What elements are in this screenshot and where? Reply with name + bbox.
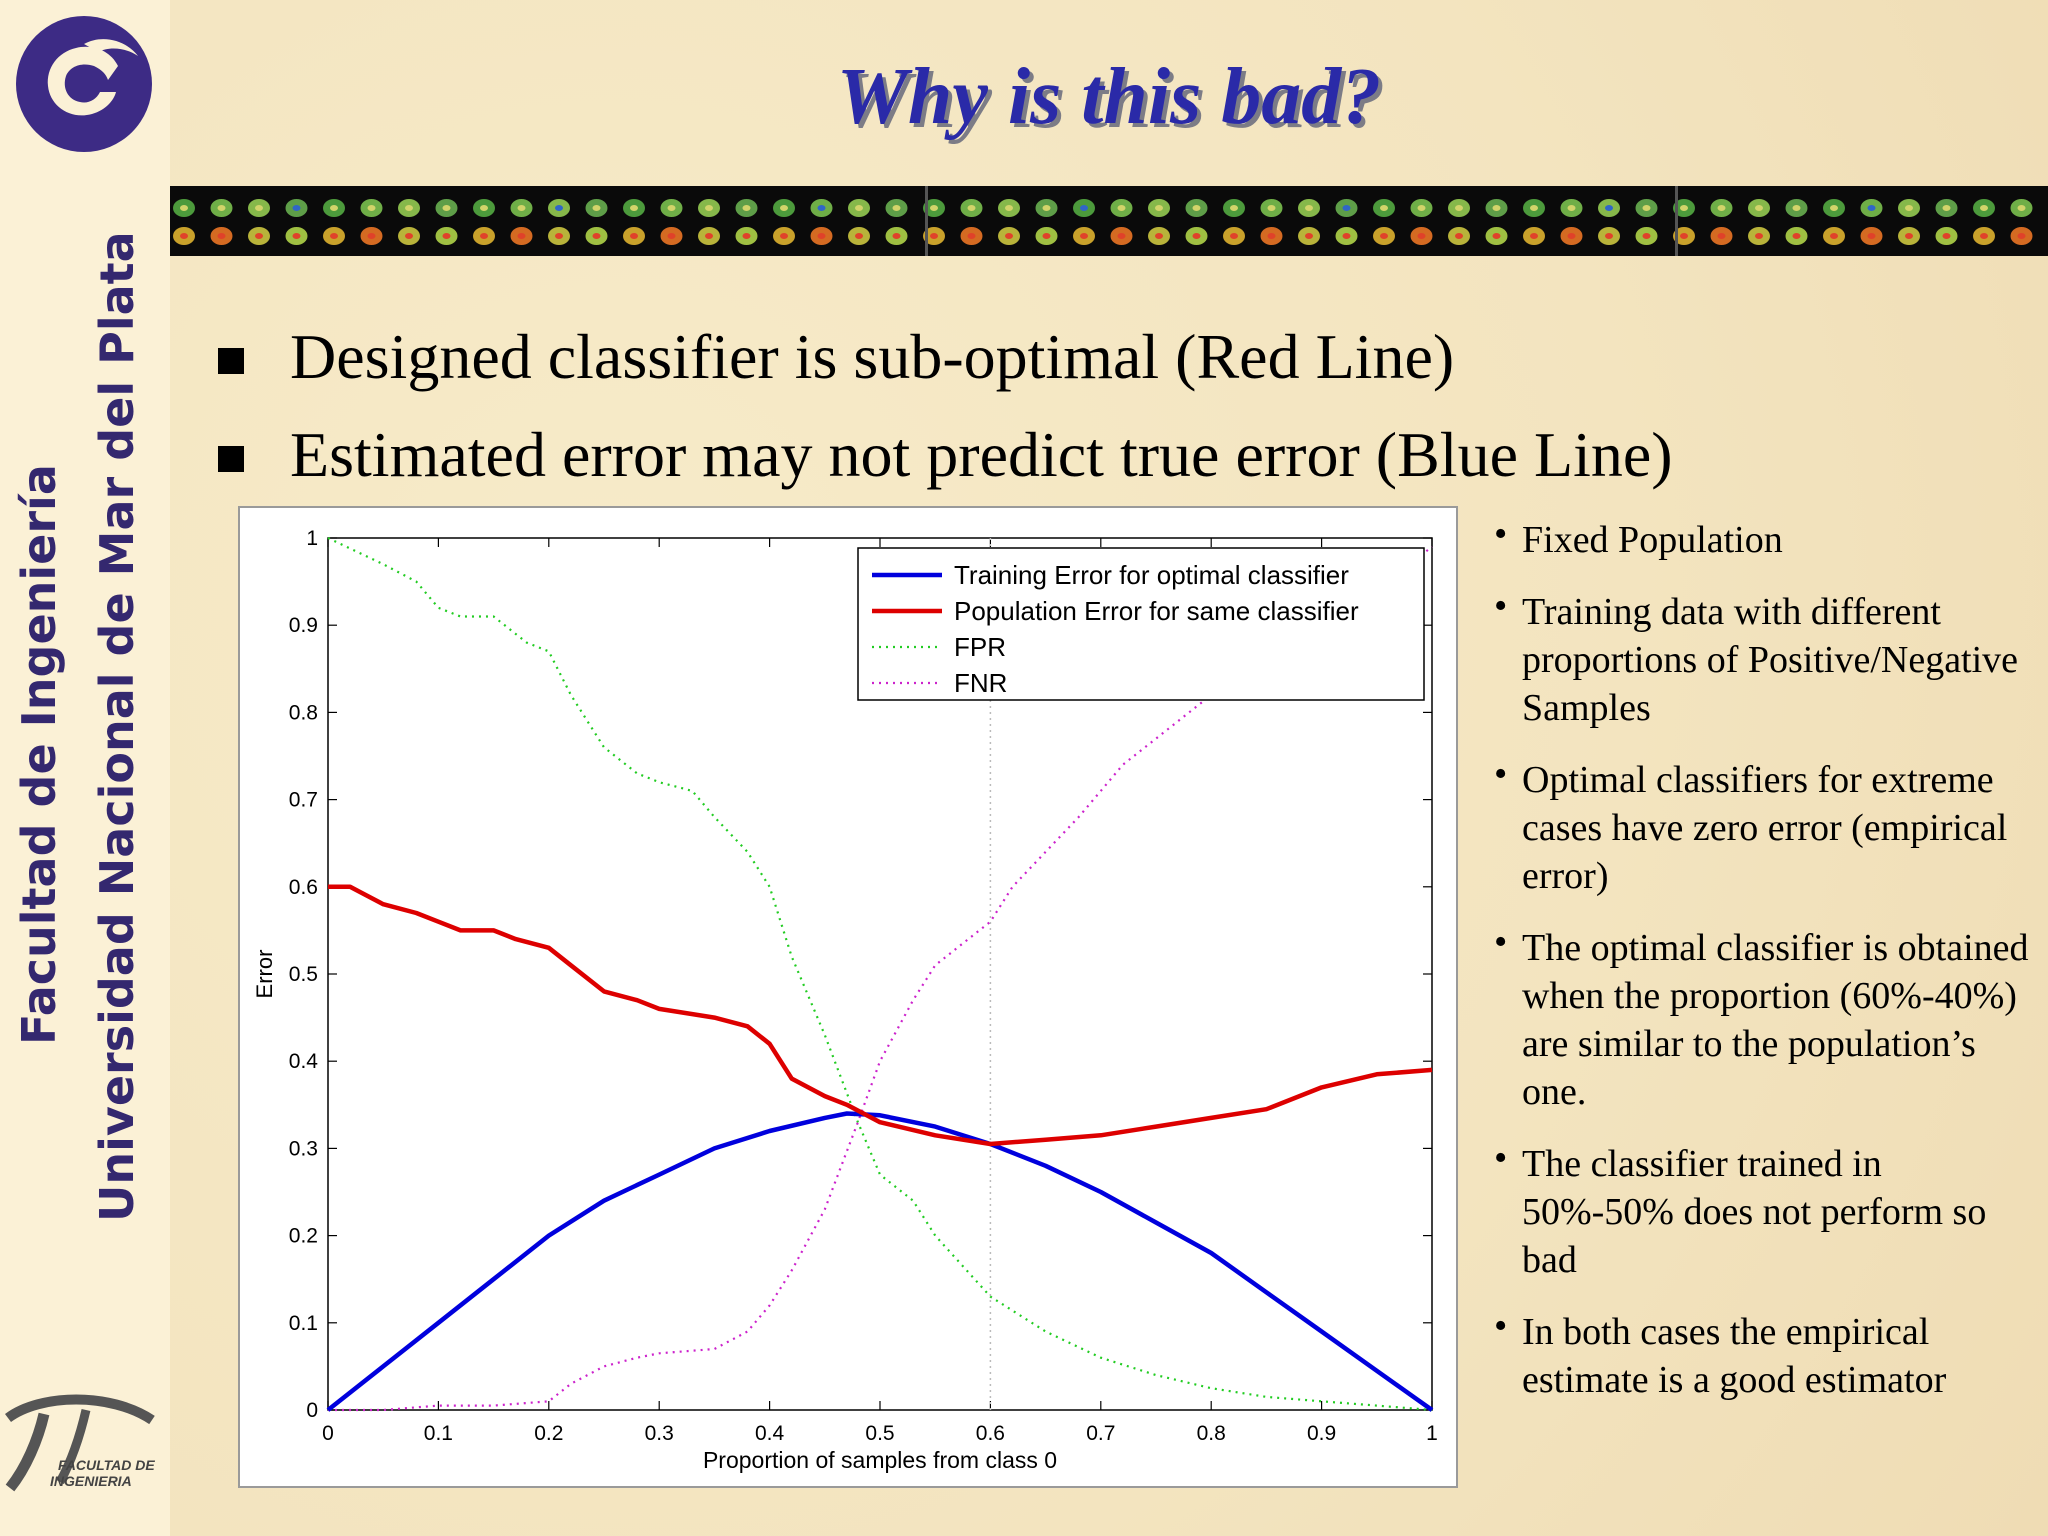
note-item: • In both cases the empirical estimate is… (1494, 1305, 2034, 1404)
x-axis-label: Proportion of samples from class 0 (703, 1447, 1057, 1473)
note-text: Training data with different proportions… (1522, 591, 2019, 729)
y-tick-label: 0.7 (289, 789, 318, 812)
error-chart: 0 0.1 0.2 0.3 0.4 0.5 0.6 0.7 0.8 0.9 1 0 0.1 0.2 0.3 0… (238, 506, 1458, 1488)
university-logo (16, 16, 152, 152)
legend-label: Training Error for optimal classifier (954, 560, 1349, 590)
y-tick-label: 0.1 (289, 1312, 318, 1335)
x-tick-label: 0.4 (755, 1422, 785, 1445)
bullet-dot-icon: • (1494, 1305, 1508, 1347)
bullet-square-icon (218, 446, 244, 472)
notes-list: • Fixed Population • Training data with dif… (1494, 513, 2034, 1428)
note-item: • Training data with different proportion… (1494, 585, 2034, 732)
legend-label: Population Error for same classifier (954, 596, 1359, 626)
note-text: Fixed Population (1522, 519, 1783, 561)
faculty-logo-text-2: INGENIERIA (50, 1473, 132, 1489)
y-tick-label: 0.5 (289, 963, 318, 986)
note-item: • The classifier trained in 50%-50% does … (1494, 1137, 2034, 1284)
note-item: • The optimal classifier is obtained when… (1494, 921, 2034, 1116)
x-tick-label: 0.7 (1086, 1422, 1115, 1445)
faculty-name: Facultad de Ingeniería (12, 464, 66, 1045)
bullet-text-2: Estimated error may not predict true err… (290, 419, 1673, 490)
y-tick-label: 0.4 (289, 1050, 319, 1073)
x-tick-label: 0.5 (865, 1422, 894, 1445)
legend-box (857, 547, 1425, 701)
legend-label: FPR (954, 632, 1006, 662)
note-text: In both cases the empirical estimate is … (1522, 1311, 1947, 1401)
bullet-text-1: Designed classifier is sub-optimal (Red … (290, 321, 1455, 392)
y-tick-label: 1 (306, 527, 318, 550)
faculty-logo: FACULTAD DE INGENIERIA (5, 1394, 155, 1492)
y-axis-label: Error (252, 950, 277, 999)
bullet-dot-icon: • (1494, 513, 1508, 555)
note-text: Optimal classifiers for extreme cases ha… (1522, 759, 2008, 897)
chart-svg: 0 0.1 0.2 0.3 0.4 0.5 0.6 0.7 0.8 0.9 1 0 0.1 0.2 0.3 0… (252, 527, 1438, 1473)
note-text: The optimal classifier is obtained when … (1522, 927, 2029, 1113)
x-tick-label: 0.2 (534, 1422, 563, 1445)
faculty-logo-text-1: FACULTAD DE (58, 1457, 155, 1473)
x-tick-label: 0 (322, 1422, 334, 1445)
bullet-dot-icon: • (1494, 1137, 1508, 1179)
image-strip (170, 186, 2048, 256)
slide-title: Why is this bad? (836, 53, 1382, 141)
y-tick-label: 0.6 (289, 876, 318, 899)
y-tick-label: 0.2 (289, 1225, 318, 1248)
x-tick-label: 1 (1426, 1422, 1438, 1445)
bullet-square-icon (218, 348, 244, 374)
bullet-dot-icon: • (1494, 585, 1508, 627)
note-item: • Fixed Population (1494, 513, 2034, 564)
x-tick-label: 0.8 (1197, 1422, 1226, 1445)
note-item: • Optimal classifiers for extreme cases h… (1494, 753, 2034, 900)
y-tick-label: 0 (306, 1399, 318, 1422)
university-name: Universidad Nacional de Mar del Plata (90, 231, 144, 1222)
x-tick-label: 0.9 (1307, 1422, 1336, 1445)
sidebar: Facultad de Ingeniería Universidad Nacio… (0, 0, 170, 1536)
bullet-dot-icon: • (1494, 753, 1508, 795)
x-tick-label: 0.6 (976, 1422, 1005, 1445)
note-text: The classifier trained in 50%-50% does n… (1522, 1143, 1987, 1281)
x-tick-label: 0.1 (424, 1422, 453, 1445)
legend-label: FNR (954, 668, 1007, 698)
series-line-population-error-for-same-classifier (328, 884, 1433, 1147)
series-line-fpr (327, 537, 1433, 1412)
y-tick-label: 0.9 (289, 614, 318, 637)
y-tick-label: 0.8 (289, 701, 318, 724)
y-tick-label: 0.3 (289, 1137, 318, 1160)
bullet-dot-icon: • (1494, 921, 1508, 963)
x-tick-label: 0.3 (645, 1422, 674, 1445)
